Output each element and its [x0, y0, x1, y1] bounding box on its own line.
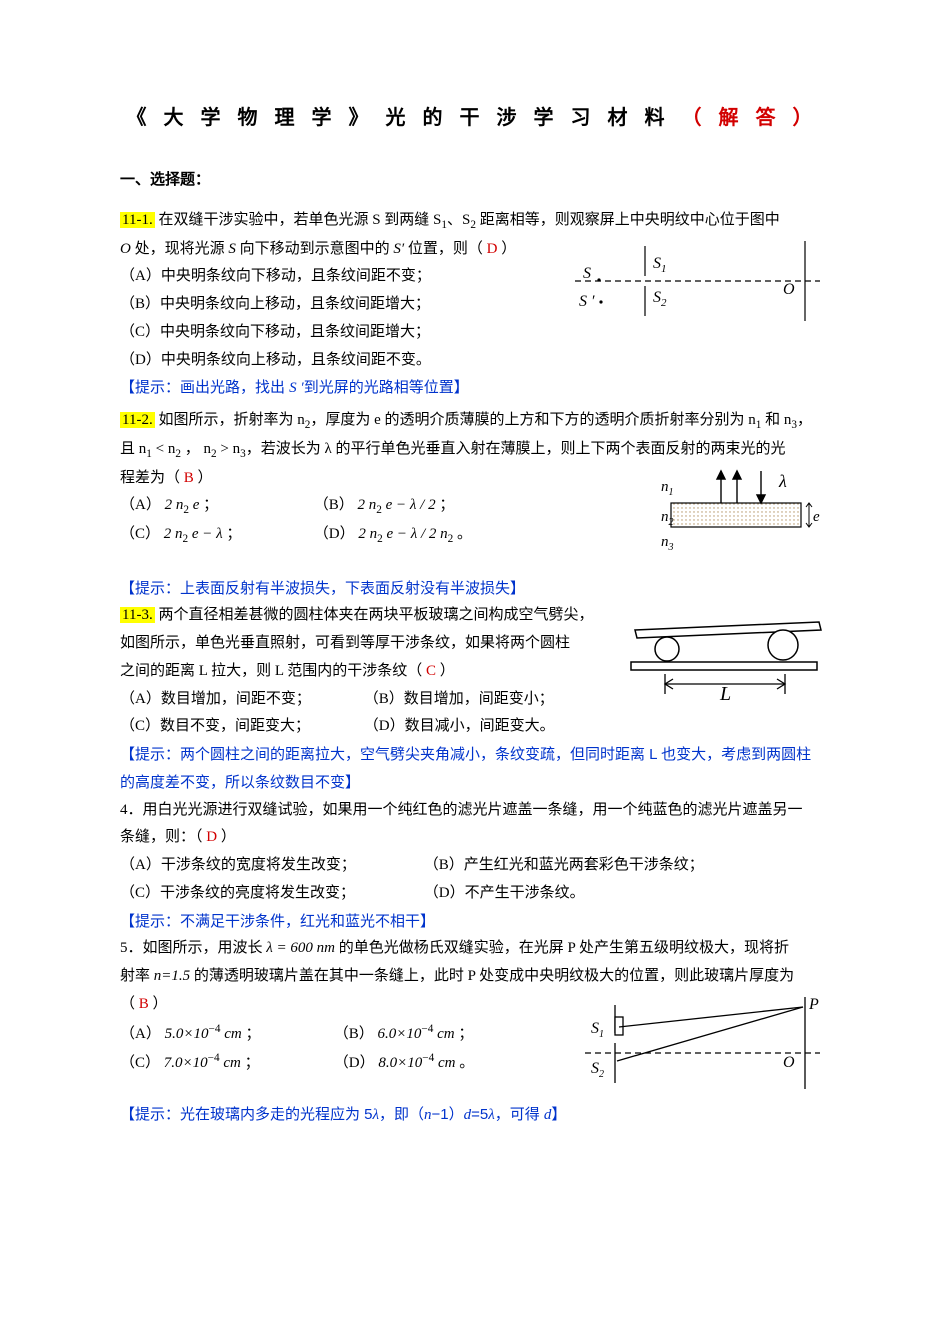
- q4-text1: 用白光光源进行双缝试验，如果用一个纯红色的滤光片遮盖一条缝，用一个纯蓝色的滤光片…: [143, 802, 803, 818]
- svg-text:S1: S1: [591, 1020, 604, 1040]
- q4-optC: （C）干涉条纹的亮度将发生改变；: [120, 880, 420, 908]
- svg-text:S2: S2: [591, 1060, 604, 1080]
- question-5: 5．如图所示，用波长 λ = 600 nm 的单色光做杨氏双缝实验，在光屏 P …: [120, 935, 825, 1129]
- fig1-S2: S: [653, 289, 661, 306]
- q2-text3: 程差为（: [120, 470, 180, 486]
- q2-text1d: ，: [797, 412, 812, 428]
- q2-figure: n1 n2 n3 λ e: [661, 471, 821, 559]
- q5-text2b: 的薄透明玻璃片盖在其中一条缝上，此时 P 处变成中央明纹极大的位置，则此玻璃片厚…: [190, 968, 794, 984]
- q4-optB: （B）产生红光和蓝光两套彩色干涉条纹；: [424, 857, 704, 873]
- title-main: 《 大 学 物 理 学 》 光 的 干 涉 学 习 材 料: [127, 107, 671, 129]
- q1-text1b: 、S: [447, 212, 470, 228]
- page-title: 《 大 学 物 理 学 》 光 的 干 涉 学 习 材 料 （ 解 答 ）: [120, 100, 825, 137]
- q4-num: 4．: [120, 802, 143, 818]
- q5-text1b: 的单色光做杨氏双缝实验，在光屏 P 处产生第五级明纹极大，现将折: [335, 940, 789, 956]
- q2-text1c: 和 n: [761, 412, 791, 428]
- q3-optD: （D）数目减小，间距变大。: [364, 718, 555, 734]
- q5-text2a: 射率: [120, 968, 154, 984]
- section-heading: 一、选择题：: [120, 167, 825, 195]
- question-1: 11-1. 在双缝干涉实验中，若单色光源 S 到两缝 S1、S2 距离相等，则观…: [120, 207, 825, 403]
- q5-hint: 【提示：光在玻璃内多走的光程应为 5λ，即（n−1）d=5λ，可得 d】: [120, 1101, 825, 1130]
- q3-text2: 如图所示，单色光垂直照射，可看到等厚干涉条纹，如果将两个圆柱: [120, 630, 615, 658]
- q1-figure: S S ′ S1 S2 O: [565, 236, 825, 326]
- q2-text2a: 且 n: [120, 441, 146, 457]
- q3-optB: （B）数目增加，间距变小；: [364, 691, 554, 707]
- svg-text:O: O: [783, 1054, 795, 1071]
- q2-num: 11-2.: [120, 412, 155, 428]
- question-2: 11-2. 如图所示，折射率为 n2，厚度为 e 的透明介质薄膜的上方和下方的透…: [120, 407, 825, 602]
- q4-optD: （D）不产生干涉条纹。: [424, 885, 585, 901]
- svg-text:n1: n1: [661, 479, 674, 498]
- q3-optA: （A）数目增加，间距不变；: [120, 686, 360, 714]
- q3-text1: 两个直径相差甚微的圆柱体夹在两块平板玻璃之间构成空气劈尖，: [158, 607, 593, 623]
- q3-hint: 【提示：两个圆柱之间的距离拉大，空气劈尖夹角减小，条纹变疏，但同时距离 L 也变…: [120, 741, 825, 797]
- q1-optD: （D）中央明条纹向上移动，且条纹间距不变。: [120, 347, 825, 375]
- document-page: 《 大 学 物 理 学 》 光 的 干 涉 学 习 材 料 （ 解 答 ） 一、…: [0, 0, 945, 1337]
- svg-text:e: e: [813, 509, 820, 525]
- q3-num: 11-3.: [120, 607, 155, 623]
- q4-optA: （A）干涉条纹的宽度将发生改变；: [120, 852, 420, 880]
- svg-text:λ: λ: [778, 471, 787, 491]
- q1-hint: 【提示：画出光路，找出 S ′到光屏的光路相等位置】: [120, 374, 825, 403]
- q1-num: 11-1.: [120, 212, 155, 228]
- question-4: 4．用白光光源进行双缝试验，如果用一个纯红色的滤光片遮盖一条缝，用一个纯蓝色的滤…: [120, 797, 825, 936]
- svg-text:S1: S1: [653, 255, 667, 275]
- q5-figure: S1 S2 P O: [575, 997, 825, 1097]
- q4-hint: 【提示：不满足干涉条件，红光和蓝光不相干】: [120, 908, 825, 936]
- q5-text1a: 如图所示，用波长: [143, 940, 267, 956]
- q2-answer: B: [180, 470, 198, 486]
- q3-optC: （C）数目不变，间距变大；: [120, 713, 360, 741]
- q1-text1: 在双缝干涉实验中，若单色光源 S 到两缝 S: [158, 212, 441, 228]
- question-3: 11-3. 两个直径相差甚微的圆柱体夹在两块平板玻璃之间构成空气劈尖， 如图所示…: [120, 602, 825, 796]
- svg-text:P: P: [808, 996, 819, 1013]
- fig1-S1: S: [653, 255, 661, 272]
- svg-text:L: L: [719, 683, 731, 705]
- q1-text2a: 处，现将光源 S 向下移动到示意图中的 S′ 位置，则（: [135, 241, 483, 257]
- q2-text1: 如图所示，折射率为 n: [158, 412, 304, 428]
- q1-answer: D: [483, 241, 501, 257]
- q4-answer: D: [203, 829, 221, 845]
- title-suffix: （ 解 答 ）: [682, 107, 819, 129]
- fig1-Sp: S ′: [579, 293, 595, 310]
- q3-figure: L: [625, 612, 825, 702]
- q2-text1b: ，厚度为 e 的透明介质薄膜的上方和下方的透明介质折射率分别为 n: [310, 412, 755, 428]
- q5-answer: B: [135, 996, 153, 1012]
- fig1-O: O: [783, 281, 795, 298]
- svg-text:S2: S2: [653, 289, 667, 309]
- q4-text2a: 条缝，则：（: [120, 829, 203, 845]
- q3-text3a: 之间的距离 L 拉大，则 L 范围内的干涉条纹（: [120, 663, 422, 679]
- svg-text:n3: n3: [661, 534, 674, 553]
- q2-hint: 【提示：上表面反射有半波损失，下表面反射没有半波损失】: [120, 575, 825, 603]
- q5-num: 5．: [120, 940, 143, 956]
- fig1-S: S: [583, 265, 591, 282]
- q3-answer: C: [422, 663, 440, 679]
- q1-text2b: ）: [501, 241, 516, 257]
- q1-text1c: 距离相等，则观察屏上中央明纹中心位于图中: [476, 212, 780, 228]
